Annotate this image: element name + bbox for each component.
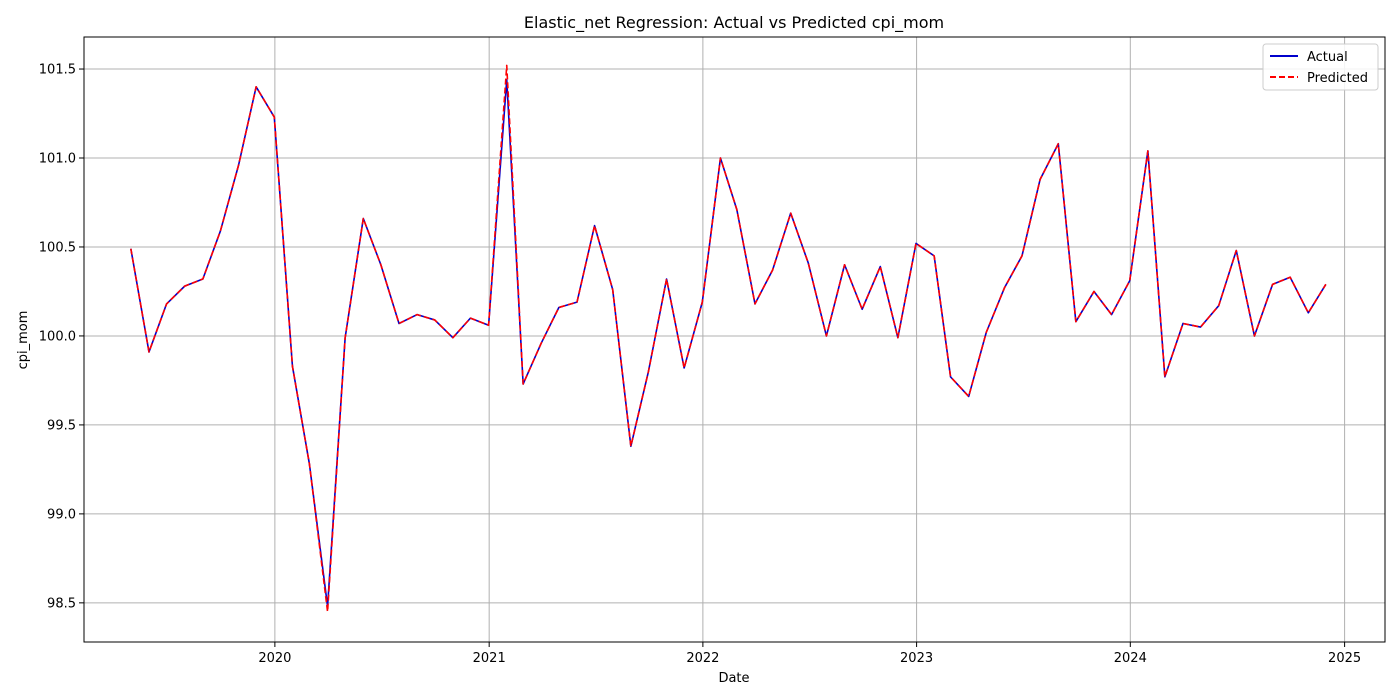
plot-area-frame [83, 36, 1386, 643]
grid-lines [84, 37, 1385, 642]
x-tick-label: 2024 [1114, 651, 1147, 666]
y-tick-label: 99.0 [47, 507, 76, 522]
legend: Actual Predicted [1262, 43, 1379, 91]
x-tick-label: 2021 [473, 651, 506, 666]
x-axis-label: Date [718, 671, 749, 686]
y-axis-ticks: 98.5 99.0 99.5 100.0 100.5 101.0 101.5 [39, 63, 84, 611]
x-tick-label: 2023 [900, 651, 933, 666]
y-axis-label: cpi_mom [16, 311, 31, 370]
x-axis-ticks: 2020 2021 2022 2023 2024 2025 [258, 642, 1361, 666]
x-tick-label: 2022 [686, 651, 719, 666]
x-tick-label: 2025 [1328, 651, 1361, 666]
legend-label-predicted: Predicted [1307, 71, 1368, 86]
y-tick-label: 101.0 [39, 152, 76, 167]
y-tick-label: 99.5 [47, 418, 76, 433]
y-tick-label: 100.0 [39, 329, 76, 344]
y-tick-label: 100.5 [39, 240, 76, 255]
y-tick-label: 101.5 [39, 63, 76, 78]
legend-label-actual: Actual [1307, 50, 1348, 65]
chart-title: Elastic_net Regression: Actual vs Predic… [524, 13, 944, 33]
y-tick-label: 98.5 [47, 596, 76, 611]
series-lines [130, 64, 1327, 613]
x-tick-label: 2020 [258, 651, 291, 666]
series-line-predicted [130, 64, 1327, 613]
